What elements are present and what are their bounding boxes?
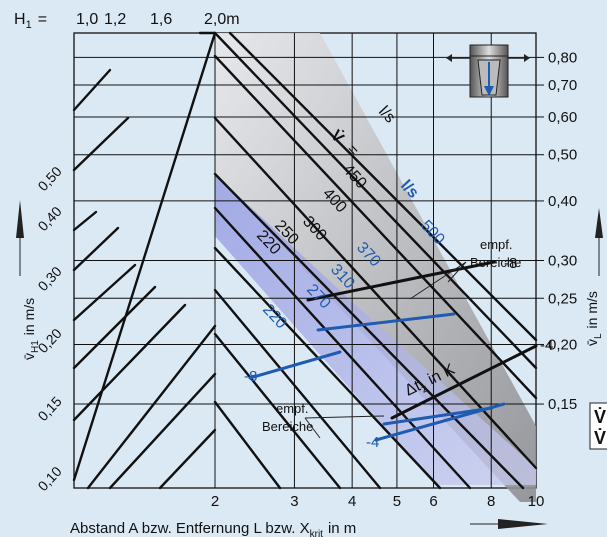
flow-line — [213, 400, 282, 490]
cut-off-text: V̇ — [594, 406, 606, 427]
cut-off-text: V̇ — [594, 427, 606, 448]
right-tick-label: 0,60 — [548, 109, 577, 126]
flow-line — [213, 288, 382, 490]
delta-t-line — [306, 260, 496, 302]
flow-line — [213, 172, 525, 490]
x-tick-labels: 2 3 4 5 6 8 10 — [211, 493, 545, 510]
right-tick-label: 0,40 — [548, 193, 577, 210]
series-lines — [72, 31, 538, 490]
flow-line — [228, 31, 538, 342]
h1-diagonal-line — [72, 31, 217, 482]
flow-line — [213, 332, 342, 490]
h1-diagonal-line — [86, 324, 217, 490]
delta-t-value: -8 — [244, 368, 257, 385]
x-tick-label: 4 — [348, 493, 356, 510]
cut-off-box — [589, 402, 607, 450]
left-tick-label: 0,15 — [34, 393, 64, 424]
h1-diagonal-line — [72, 226, 120, 272]
h1-diagonal-line — [72, 116, 130, 172]
left-axis-title: v̄H1in m/s — [21, 298, 41, 360]
h1-diagonal-line — [72, 210, 98, 232]
left-tick-label: 0,30 — [34, 263, 64, 294]
delta-t-value: -4 — [540, 337, 553, 354]
axis-arrows — [16, 200, 603, 529]
left-tick-label: 0,10 — [34, 463, 64, 494]
right-tick-label: 0,70 — [548, 77, 577, 94]
x-axis-title: Abstand A bzw. Entfernung L bzw. Xkrit in… — [70, 520, 356, 537]
h1-axis-title: H1 = — [14, 11, 47, 31]
x-tick-label: 2 — [211, 493, 219, 510]
h1-diagonal-line — [72, 303, 187, 422]
right-axis-title: v̄Lin m/s — [584, 291, 604, 346]
air-outlet-icon — [446, 44, 530, 98]
annotations: empf. Bereiche empf. Bereiche — [262, 237, 521, 439]
delta-t-value: -8 — [504, 255, 517, 272]
flow-line — [213, 31, 538, 370]
x-tick-label: 8 — [487, 493, 495, 510]
h1-diagonal-line — [72, 68, 112, 112]
delta-t-line — [390, 344, 538, 420]
left-tick-labels: 0,100,150,200,300,400,50 — [34, 163, 64, 494]
h1-tick-label: 1,6 — [150, 11, 172, 28]
annotation-text: Bereiche — [470, 255, 521, 270]
x-tick-label: 3 — [290, 493, 298, 510]
x-tick-label: 5 — [393, 493, 401, 510]
delta-t-line — [382, 406, 494, 426]
flow-line — [213, 54, 538, 400]
right-tick-label: 0,20 — [548, 336, 577, 353]
right-tick-label: 0,15 — [548, 396, 577, 413]
right-tick-label: 0,50 — [548, 147, 577, 164]
blue-band — [215, 174, 536, 485]
x-tick-label: 10 — [528, 493, 545, 510]
delta-t-line — [316, 312, 456, 332]
flow-line — [213, 206, 472, 490]
h1-tick-label: 2,0m — [204, 11, 240, 28]
right-tick-labels: 0,15 0,20 0,25 0,30 0,40 0,50 0,60 0,70 0,80 — [536, 49, 577, 413]
h1-diagonal-line — [72, 263, 137, 322]
left-tick-label: 0,50 — [34, 163, 64, 194]
h1-diagonal-line — [108, 372, 217, 490]
delta-t-line — [248, 350, 342, 380]
right-tick-label: 0,80 — [548, 49, 577, 66]
h1-diagonal-line — [72, 285, 157, 370]
left-tick-label: 0,40 — [34, 203, 64, 234]
h1-tick-labels: 1,0 1,2 1,6 2,0m — [76, 11, 240, 28]
h1-diagonal-line — [158, 428, 217, 490]
x-tick-label: 6 — [429, 493, 437, 510]
right-tick-label: 0,25 — [548, 290, 577, 307]
h1-tick-label: 1,2 — [104, 11, 126, 28]
flow-line — [213, 246, 442, 490]
annotation-text: empf. — [480, 237, 513, 252]
delta-t-value: -4 — [366, 434, 379, 451]
annotation-text: empf. — [276, 401, 309, 416]
h1-tick-label: 1,0 — [76, 11, 98, 28]
right-tick-label: 0,30 — [548, 253, 577, 270]
annotation-text: Bereiche — [262, 419, 313, 434]
